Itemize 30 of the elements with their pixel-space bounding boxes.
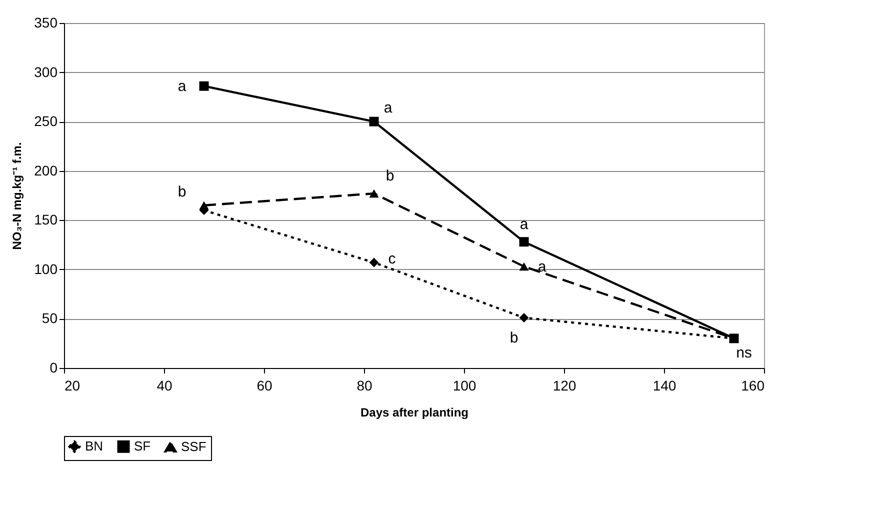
- x-tick-label: 140: [652, 378, 676, 394]
- x-tick-label: 100: [452, 378, 476, 394]
- legend-label: BN: [85, 438, 104, 454]
- legend-label: SSF: [181, 438, 206, 454]
- annotation: b: [386, 168, 394, 185]
- x-tick-label: 120: [552, 378, 576, 394]
- annotation: b: [178, 183, 186, 200]
- y-tick-label: 300: [34, 64, 58, 80]
- x-tick-label: 20: [64, 378, 80, 394]
- y-tick-label: 250: [34, 113, 58, 130]
- x-tick-label: 40: [156, 378, 172, 394]
- y-tick-label: 150: [34, 212, 58, 228]
- annotation: c: [388, 250, 396, 268]
- x-tick-label: 80: [356, 378, 372, 394]
- annotation: a: [384, 100, 393, 117]
- annotation: ns: [736, 344, 752, 362]
- legend-label: SF: [134, 438, 151, 454]
- y-tick-label: 200: [34, 162, 58, 178]
- annotation: a: [178, 78, 187, 96]
- x-tick-label: 60: [256, 378, 272, 394]
- annotation: b: [510, 330, 518, 347]
- y-tick-label: 100: [34, 260, 58, 277]
- annotation: a: [520, 216, 529, 233]
- y-tick-label: 50: [42, 310, 58, 326]
- y-tick-label: 350: [34, 14, 58, 30]
- y-tick-label: 0: [50, 360, 58, 376]
- y-axis-title: NO₃-N mg.kg⁻¹ f.m.: [10, 142, 24, 250]
- x-axis-title: Days after planting: [360, 406, 469, 420]
- annotation: a: [538, 258, 547, 276]
- x-tick-label: 160: [741, 378, 765, 394]
